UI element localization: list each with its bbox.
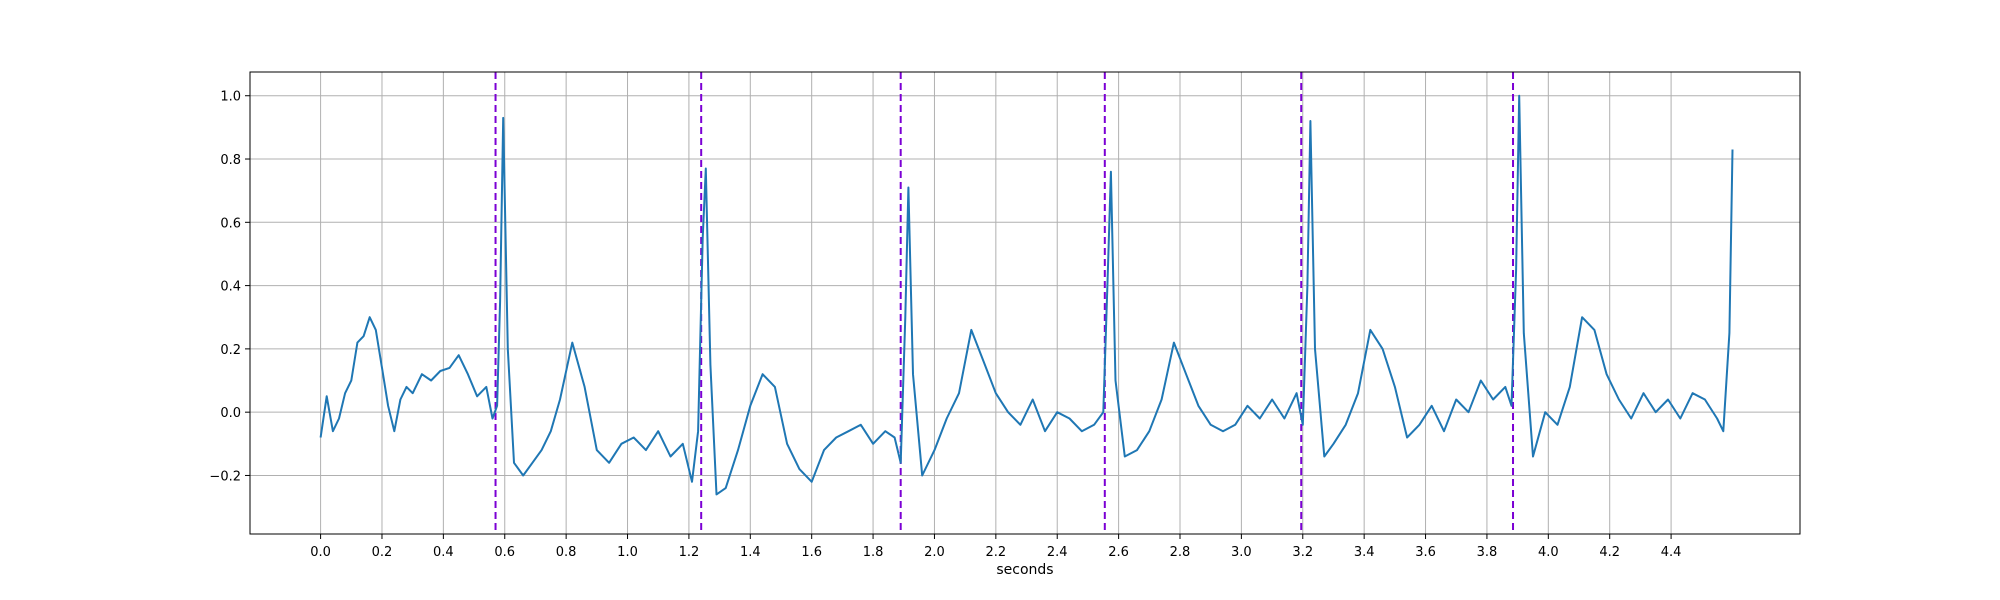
- series-line: [319, 94, 1734, 496]
- x-axis-ticks: 0.0 0.2 0.4 0.6 0.8 1.0 1.2 1.4 1.6 1.8 2.0 2.2 2.4 2…: [310, 534, 1681, 560]
- x-tick-label: 2.4: [1047, 545, 1068, 560]
- y-tick-label: −0.2: [209, 469, 241, 484]
- x-tick-label: 1.4: [740, 545, 761, 560]
- signal-series: [319, 94, 1734, 496]
- x-tick-label: 4.4: [1661, 545, 1682, 560]
- plot-frame: [249, 71, 1801, 535]
- x-tick-label: 1.2: [679, 545, 700, 560]
- y-tick-label: 0.6: [220, 216, 241, 231]
- y-tick-label: 0.0: [220, 406, 241, 421]
- y-tick-label: 0.4: [220, 280, 241, 295]
- x-tick-label: 1.6: [801, 545, 822, 560]
- x-tick-label: 4.2: [1599, 545, 1620, 560]
- x-tick-label: 0.4: [433, 545, 454, 560]
- x-tick-label: 1.8: [863, 545, 884, 560]
- grid-lines: [250, 72, 1800, 534]
- x-tick-label: 4.0: [1538, 545, 1559, 560]
- x-tick-label: 0.2: [372, 545, 393, 560]
- y-tick-label: 1.0: [220, 90, 241, 105]
- x-tick-label: 3.4: [1354, 545, 1375, 560]
- x-tick-label: 2.6: [1108, 545, 1129, 560]
- x-tick-label: 2.0: [924, 545, 945, 560]
- x-tick-label: 0.6: [494, 545, 515, 560]
- x-axis-label: seconds: [996, 562, 1053, 578]
- x-tick-label: 0.0: [310, 545, 331, 560]
- x-tick-label: 2.8: [1170, 545, 1191, 560]
- x-tick-label: 3.6: [1415, 545, 1436, 560]
- y-tick-label: 0.2: [220, 343, 241, 358]
- x-tick-label: 0.8: [556, 545, 577, 560]
- x-tick-label: 3.8: [1477, 545, 1498, 560]
- y-tick-label: 0.8: [220, 153, 241, 168]
- x-tick-label: 1.0: [617, 545, 638, 560]
- x-tick-label: 3.0: [1231, 545, 1252, 560]
- x-tick-label: 3.2: [1292, 545, 1313, 560]
- x-tick-label: 2.2: [985, 545, 1006, 560]
- y-axis-ticks: −0.2 0.0 0.2 0.4 0.6 0.8 1.0: [209, 90, 250, 484]
